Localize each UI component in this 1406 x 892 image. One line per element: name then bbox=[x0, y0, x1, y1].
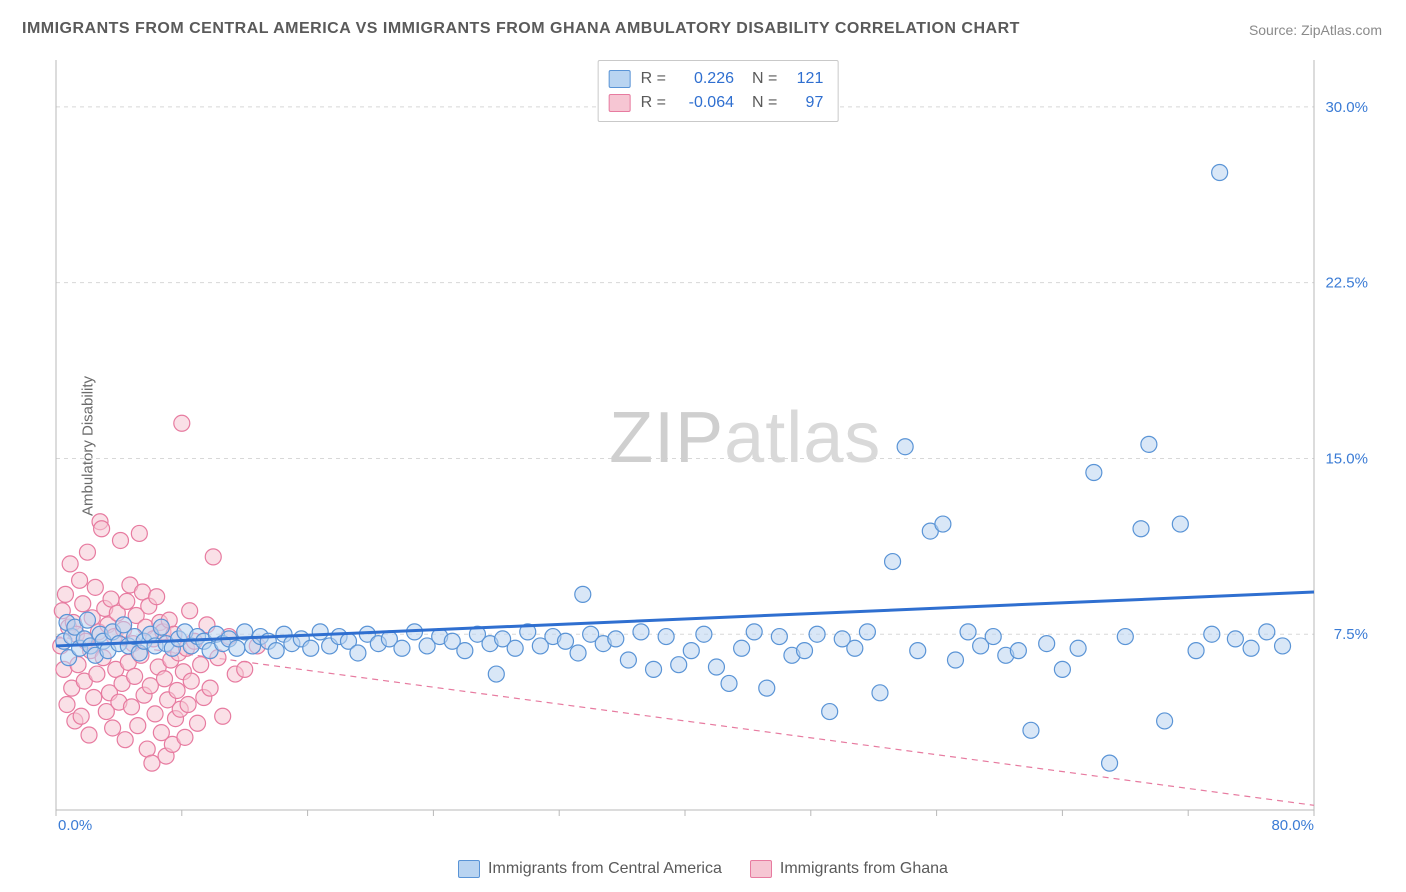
svg-text:30.0%: 30.0% bbox=[1325, 99, 1368, 116]
xlegend-swatch bbox=[458, 860, 480, 878]
xlegend-label: Immigrants from Ghana bbox=[780, 860, 948, 878]
legend-row: R = -0.064 N = 97 bbox=[609, 91, 824, 115]
svg-text:80.0%: 80.0% bbox=[1271, 817, 1314, 834]
r-label: R = bbox=[641, 67, 666, 91]
svg-text:7.5%: 7.5% bbox=[1334, 626, 1368, 643]
xlegend-item: Immigrants from Central America bbox=[458, 860, 722, 878]
correlation-legend: R = 0.226 N = 121 R = -0.064 N = 97 bbox=[598, 60, 839, 122]
xlegend-item: Immigrants from Ghana bbox=[750, 860, 948, 878]
legend-row: R = 0.226 N = 121 bbox=[609, 67, 824, 91]
n-label: N = bbox=[752, 91, 777, 115]
xlegend-label: Immigrants from Central America bbox=[488, 860, 722, 878]
chart-title: IMMIGRANTS FROM CENTRAL AMERICA VS IMMIG… bbox=[22, 20, 1020, 38]
source-attribution: Source: ZipAtlas.com bbox=[1249, 22, 1382, 38]
source-value: ZipAtlas.com bbox=[1301, 22, 1382, 38]
n-value: 97 bbox=[787, 91, 823, 115]
chart-area: ZIPatlas R =0.226N =121R =-0.064N =97 7.… bbox=[50, 56, 1386, 836]
svg-text:0.0%: 0.0% bbox=[58, 817, 92, 834]
x-axis-legend: Immigrants from Central America Immigrant… bbox=[0, 860, 1406, 878]
svg-text:15.0%: 15.0% bbox=[1325, 450, 1368, 467]
r-value: 0.226 bbox=[676, 67, 734, 91]
n-value: 121 bbox=[787, 67, 823, 91]
svg-text:22.5%: 22.5% bbox=[1325, 275, 1368, 292]
r-label: R = bbox=[641, 91, 666, 115]
scatter-plot-svg: 7.5% 15.0% 22.5% 30.0% 0.0% 80.0% bbox=[50, 56, 1386, 836]
legend-swatch bbox=[609, 70, 631, 88]
r-value: -0.064 bbox=[676, 91, 734, 115]
source-label: Source: bbox=[1249, 22, 1301, 38]
legend-swatch bbox=[609, 94, 631, 112]
xlegend-swatch bbox=[750, 860, 772, 878]
n-label: N = bbox=[752, 67, 777, 91]
